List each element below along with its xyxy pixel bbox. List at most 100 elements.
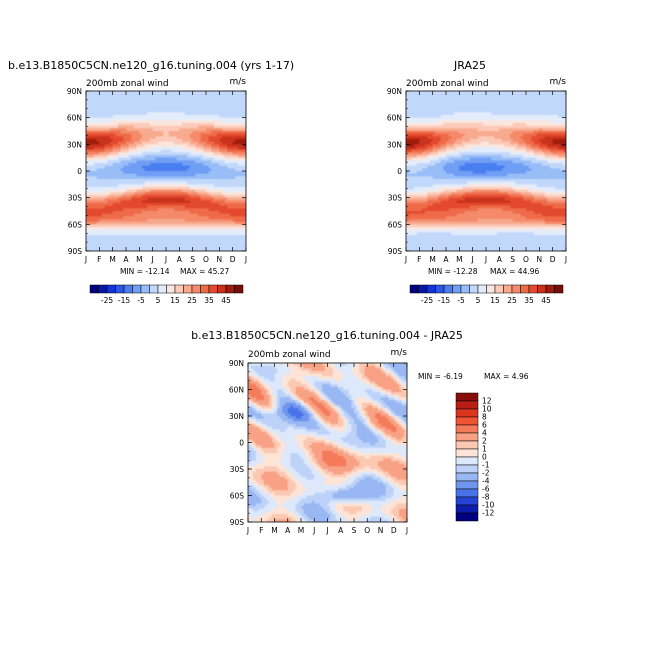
heatmap-cell [187,125,191,129]
heatmap-cell [243,181,246,185]
heatmap-cell [184,211,188,215]
heatmap-cell [163,173,167,177]
heatmap-cell [155,91,159,95]
heatmap-cell [406,227,410,231]
heatmap-cell [126,211,130,215]
heatmap-cell [131,181,135,185]
heatmap-cell [150,224,154,228]
heatmap-cell [216,91,220,95]
heatmap-cell [214,115,218,119]
heatmap-cell [187,91,191,95]
heatmap-cell [227,176,231,180]
heatmap-cell [200,213,204,217]
heatmap-cell [454,176,458,180]
heatmap-cell [451,203,455,207]
heatmap-cell [99,189,103,193]
x-tick-label: O [203,255,209,264]
heatmap-cell [123,107,127,111]
heatmap-cell [131,107,135,111]
heatmap-cell [179,213,183,217]
heatmap-cell [182,152,186,156]
heatmap-cell [182,235,186,239]
heatmap-cell [222,128,226,132]
heatmap-cell [91,139,95,143]
heatmap-cell [408,149,412,153]
heatmap-cell [128,240,132,244]
heatmap-cell [123,125,127,129]
heatmap-cell [163,165,167,169]
heatmap-cell [230,216,234,220]
heatmap-cell [462,120,466,124]
heatmap-cell [451,91,455,95]
heatmap-cell [142,155,146,159]
heatmap-cell [123,184,127,188]
heatmap-cell [120,115,124,119]
heatmap-cell [219,139,223,143]
heatmap-cell [91,235,95,239]
heatmap-cell [115,197,119,201]
heatmap-cell [182,179,186,183]
heatmap-cell [91,160,95,164]
heatmap-cell [128,179,132,183]
heatmap-cell [203,144,207,148]
heatmap-cell [208,221,212,225]
heatmap-cell [107,197,111,201]
heatmap-cell [195,152,199,156]
heatmap-cell [422,149,426,153]
heatmap-cell [232,117,236,121]
heatmap-cell [432,160,436,164]
heatmap-cell [187,117,191,121]
heatmap-cell [139,139,143,143]
heatmap-cell [190,240,194,244]
heatmap-cell [411,179,415,183]
heatmap-cell [443,149,447,153]
heatmap-cell [416,229,420,233]
heatmap-cell [166,203,170,207]
heatmap-cell [456,203,460,207]
heatmap-cell [158,101,162,105]
heatmap-cell [120,227,124,231]
heatmap-cell [107,211,111,215]
heatmap-cell [432,125,436,129]
heatmap-cell [232,205,236,209]
heatmap-cell [208,216,212,220]
heatmap-cell [208,136,212,140]
heatmap-cell [94,101,98,105]
heatmap-cell [206,128,210,132]
heatmap-cell [230,99,234,103]
heatmap-cell [243,155,246,159]
heatmap-cell [102,160,106,164]
heatmap-cell [158,229,162,233]
heatmap-cell [440,165,444,169]
heatmap-cell [136,216,140,220]
heatmap-cell [139,147,143,151]
heatmap-cell [419,112,423,116]
heatmap-cell [176,152,180,156]
heatmap-cell [150,187,154,191]
heatmap-cell [432,211,436,215]
heatmap-cell [224,117,228,121]
heatmap-cell [174,176,178,180]
heatmap-cell [443,120,447,124]
heatmap-cell [224,112,228,116]
heatmap-cell [408,107,412,111]
heatmap-cell [448,125,452,129]
heatmap-cell [232,221,236,225]
heatmap-cell [216,163,220,167]
heatmap-cell [224,120,228,124]
heatmap-cell [134,136,138,140]
heatmap-cell [216,152,220,156]
heatmap-cell [408,227,412,231]
heatmap-cell [184,133,188,137]
heatmap-cell [219,149,223,153]
heatmap-cell [102,141,106,145]
heatmap-cell [192,171,196,175]
heatmap-cell [438,205,442,209]
heatmap-cell [208,163,212,167]
heatmap-cell [102,229,106,233]
heatmap-cell [131,128,135,132]
heatmap-cell [240,139,244,143]
heatmap-cell [160,245,164,249]
heatmap-cell [195,125,199,129]
